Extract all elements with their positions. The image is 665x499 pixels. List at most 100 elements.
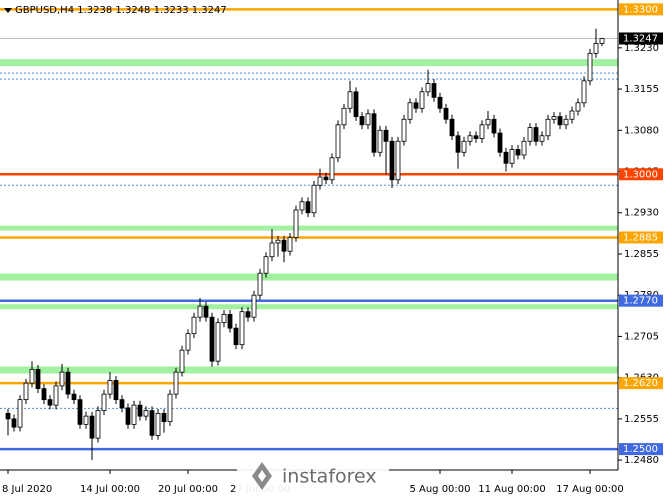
- candle-body: [311, 184, 317, 214]
- candle-body: [269, 242, 275, 258]
- candle-body: [107, 379, 113, 395]
- candle-body: [317, 176, 323, 186]
- candle-body: [557, 116, 563, 126]
- y-tick-label: 1.2930: [624, 208, 659, 219]
- candle-body: [539, 135, 545, 142]
- x-tick-label: 8 Jul 2020: [2, 484, 52, 495]
- candle-body: [503, 151, 509, 164]
- candle-body: [65, 371, 71, 395]
- level-tag: [619, 168, 663, 181]
- candle-body: [257, 272, 263, 296]
- candle-body: [131, 404, 137, 425]
- title-arrow: [4, 8, 12, 13]
- candle-body: [83, 415, 89, 425]
- candle-body: [491, 118, 497, 134]
- y-tick-label: 1.3155: [624, 84, 659, 95]
- candle-body: [227, 314, 233, 329]
- candle-body: [371, 113, 377, 153]
- levels: [0, 8, 618, 451]
- candle-body: [401, 118, 407, 142]
- watermark-logo-inner: [258, 470, 266, 482]
- candle-body: [215, 322, 221, 362]
- candle-body: [17, 399, 23, 428]
- candle-body: [551, 116, 557, 120]
- candle-body: [407, 102, 413, 120]
- candle-body: [161, 412, 167, 423]
- candle-body: [437, 96, 443, 109]
- candle-body: [167, 393, 173, 423]
- candle-body: [281, 239, 287, 252]
- current-price-tag: [619, 32, 663, 45]
- candle-body: [287, 237, 293, 252]
- candle-body: [485, 118, 491, 126]
- level-tag-label: 1.2620: [623, 378, 658, 389]
- candle-body: [233, 327, 239, 346]
- candle-body: [599, 38, 605, 44]
- candle-body: [545, 118, 551, 137]
- candle-body: [431, 83, 437, 98]
- chart-title: GBPUSD,H4 1.3238 1.3248 1.3233 1.3247: [15, 5, 227, 16]
- candle-body: [5, 412, 11, 420]
- candle-body: [533, 127, 539, 142]
- candle-body: [95, 410, 101, 439]
- candle-body: [521, 140, 527, 156]
- level-tag: [619, 231, 663, 244]
- candle-body: [149, 410, 155, 436]
- candle-body: [377, 129, 383, 153]
- candle-body: [11, 418, 17, 428]
- candle-body: [305, 201, 311, 214]
- candle-body: [581, 80, 587, 104]
- level-tag: [619, 377, 663, 390]
- level-tag-label: 1.2500: [623, 444, 658, 455]
- x-tick-label: 5 Aug 00:00: [409, 484, 470, 495]
- candle-body: [329, 157, 335, 181]
- y-tick-label: 1.2480: [624, 455, 659, 466]
- level-tag-label: 1.2885: [623, 232, 658, 243]
- candle-body: [479, 124, 485, 139]
- candle-body: [497, 132, 503, 153]
- y-tick-label: 1.2555: [624, 414, 659, 425]
- y-tick-label: 1.3080: [624, 125, 659, 136]
- candle-body: [425, 83, 431, 93]
- watermark-text: instaforex: [282, 466, 377, 488]
- candle-body: [413, 102, 419, 109]
- candles: [5, 28, 605, 461]
- candle-body: [155, 412, 161, 436]
- candle-body: [527, 127, 533, 142]
- candle-body: [29, 369, 35, 384]
- candle-body: [251, 294, 257, 318]
- candle-body: [275, 239, 281, 244]
- candle-body: [23, 382, 29, 401]
- candle-body: [245, 311, 251, 318]
- candle-body: [263, 256, 269, 274]
- x-tick-label: 17 Aug 00:00: [556, 484, 623, 495]
- y-tick-label: 1.3230: [624, 43, 659, 54]
- candle-body: [515, 149, 521, 156]
- candle-body: [35, 369, 41, 390]
- level-tag-label: 1.2770: [623, 296, 658, 307]
- y-tick-label: 1.2855: [624, 249, 659, 260]
- candle-body: [47, 399, 53, 406]
- candle-body: [53, 385, 59, 406]
- candle-body: [575, 102, 581, 112]
- candle-body: [125, 407, 131, 425]
- candle-body: [587, 52, 593, 82]
- candle-body: [293, 209, 299, 238]
- candle-body: [419, 91, 425, 109]
- watermark: instaforex: [237, 456, 389, 496]
- candle-body: [197, 305, 203, 318]
- candle-body: [455, 135, 461, 153]
- level-tag: [619, 443, 663, 456]
- candle-body: [443, 107, 449, 120]
- candle-body: [389, 140, 395, 181]
- level-tag: [619, 3, 663, 16]
- candle-body: [353, 91, 359, 117]
- candle-body: [563, 118, 569, 126]
- candle-body: [113, 379, 119, 401]
- candle-body: [569, 110, 575, 120]
- candle-body: [185, 333, 191, 351]
- candle-body: [173, 371, 179, 395]
- candle-body: [137, 404, 143, 417]
- current-price-label: 1.3247: [623, 33, 658, 44]
